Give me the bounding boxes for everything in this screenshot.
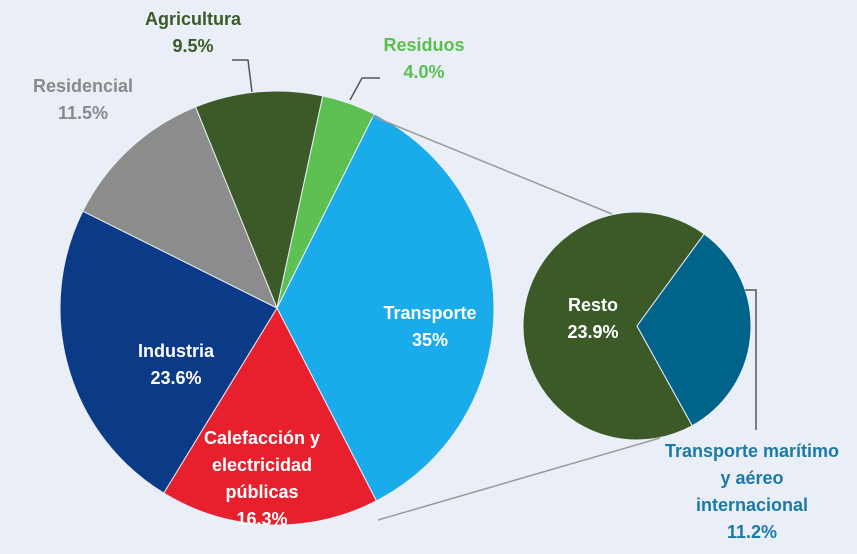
- slice-value: 16.3%: [236, 509, 288, 529]
- pie-slice: [276, 95, 375, 309]
- slice-value: 11.2%: [726, 522, 778, 542]
- pie-slice: [276, 113, 495, 502]
- slice-label: Agricultura 9.5%: [118, 6, 268, 60]
- slice-name: Industria: [137, 341, 214, 361]
- slice-label: Calefacción y electricidad públicas 16.3%: [182, 425, 342, 533]
- slice-value: 4.0%: [403, 62, 445, 82]
- slice-name: Agricultura: [144, 9, 241, 29]
- slice-value: 23.9%: [567, 322, 619, 342]
- slice-name: Residencial: [32, 76, 134, 96]
- slice-name: Transporte: [383, 303, 477, 323]
- connectors: [232, 59, 757, 521]
- slice-value: 23.6%: [150, 368, 202, 388]
- slice-label: Residencial 11.5%: [8, 73, 158, 127]
- slice-name: Calefacción y electricidad públicas: [203, 428, 321, 502]
- slice-label: Industria 23.6%: [101, 338, 251, 392]
- pie-slice: [194, 90, 324, 310]
- pie-slice: [522, 211, 705, 441]
- slice-label: Transporte marítimo y aéreo internaciona…: [663, 438, 841, 546]
- slice-name: Resto: [567, 295, 618, 315]
- slice-label: Residuos 4.0%: [349, 32, 499, 86]
- slice-name: Residuos: [383, 35, 465, 55]
- slice-name: Transporte marítimo y aéreo internaciona…: [664, 441, 840, 515]
- slice-value: 35%: [411, 330, 449, 350]
- pie-slice: [59, 210, 278, 494]
- leader-line: [745, 289, 757, 430]
- slice-value: 11.5%: [57, 103, 109, 123]
- pie-slice: [163, 306, 378, 526]
- pie-slice: [636, 233, 752, 427]
- connector-line: [371, 115, 613, 215]
- slice-label: Transporte 35%: [355, 300, 505, 354]
- leader-line: [349, 77, 380, 101]
- leader-line: [232, 59, 253, 93]
- slice-value: 9.5%: [172, 36, 214, 56]
- slice-label: Resto 23.9%: [533, 292, 653, 346]
- connector-line: [377, 437, 661, 521]
- pie-slice: [82, 106, 278, 310]
